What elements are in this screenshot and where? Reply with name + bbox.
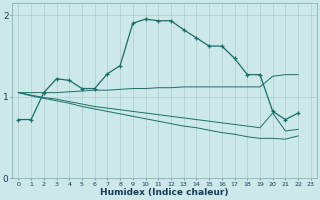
- X-axis label: Humidex (Indice chaleur): Humidex (Indice chaleur): [100, 188, 229, 197]
